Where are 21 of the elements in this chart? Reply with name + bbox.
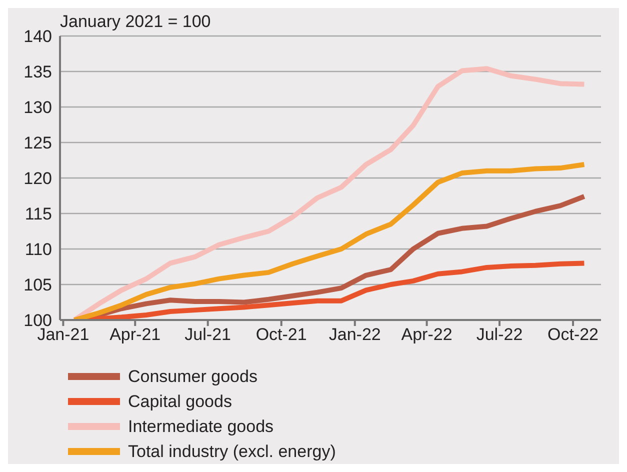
legend-label: Intermediate goods: [128, 416, 274, 436]
y-tick-label: 120: [24, 169, 52, 188]
y-axis-title: January 2021 = 100: [60, 12, 211, 32]
legend-label: Total industry (excl. energy): [128, 442, 336, 462]
y-tick-label: 135: [24, 62, 52, 82]
x-tick-label: Apr-21: [110, 325, 161, 344]
x-tick-label: Oct-22: [548, 325, 599, 344]
x-tick-label: Jul-21: [184, 325, 231, 344]
y-tick-label: 105: [24, 276, 52, 295]
x-tick-label: Oct-21: [256, 325, 307, 344]
y-tick-label: 115: [24, 204, 52, 224]
y-tick-label: 140: [24, 27, 52, 46]
x-tick-label: Jul-22: [476, 325, 523, 344]
x-tick-label: Jan-22: [328, 325, 381, 344]
y-tick-label: 110: [24, 240, 52, 260]
legend-label: Capital goods: [128, 392, 232, 412]
legend-label: Consumer goods: [128, 366, 258, 386]
y-tick-label: 130: [24, 98, 52, 118]
x-tick-label: Apr-22: [401, 325, 452, 344]
x-tick-label: Jan-21: [37, 325, 90, 344]
y-tick-label: 125: [24, 134, 52, 153]
